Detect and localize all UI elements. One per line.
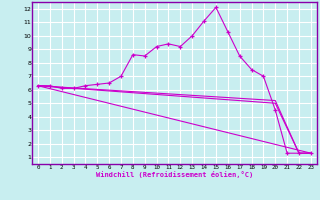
X-axis label: Windchill (Refroidissement éolien,°C): Windchill (Refroidissement éolien,°C) <box>96 171 253 178</box>
